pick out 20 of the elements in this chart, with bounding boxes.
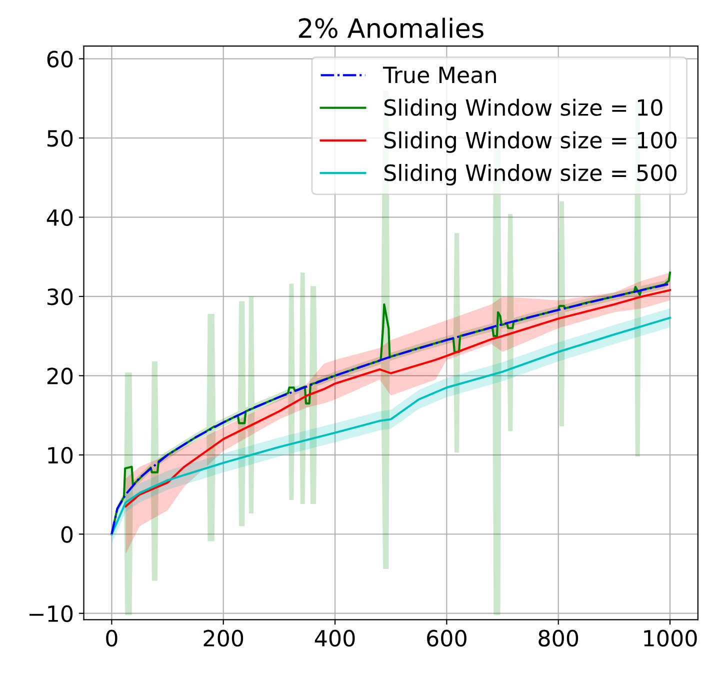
x-tick-label: 0 [106, 630, 118, 647]
line-series [124, 289, 672, 508]
y-tick-label: 20 [47, 368, 73, 384]
legend-label: Sliding Window size = 500 [384, 164, 676, 186]
x-tick-label: 1000 [644, 630, 697, 647]
chart-title: 2% Anomalies [298, 18, 484, 38]
y-tick-label: 0 [61, 526, 73, 543]
legend-label: True Mean [382, 66, 496, 84]
x-tick-label: 200 [204, 630, 244, 647]
y-tick-label: 40 [46, 209, 73, 226]
legend-label: Sliding Window size = 10 [384, 98, 662, 120]
y-tick-label: 50 [47, 130, 73, 147]
x-tick-label: 400 [314, 630, 355, 647]
x-tick-label: 800 [538, 630, 578, 647]
x-tick-label: 600 [427, 630, 466, 647]
y-tick-label: −10 [30, 605, 73, 622]
y-tick-label: 60 [47, 50, 73, 68]
legend-label: Sliding Window size = 100 [384, 131, 676, 153]
y-tick-label: 30 [47, 288, 73, 306]
y-tick-label: 10 [48, 446, 73, 464]
